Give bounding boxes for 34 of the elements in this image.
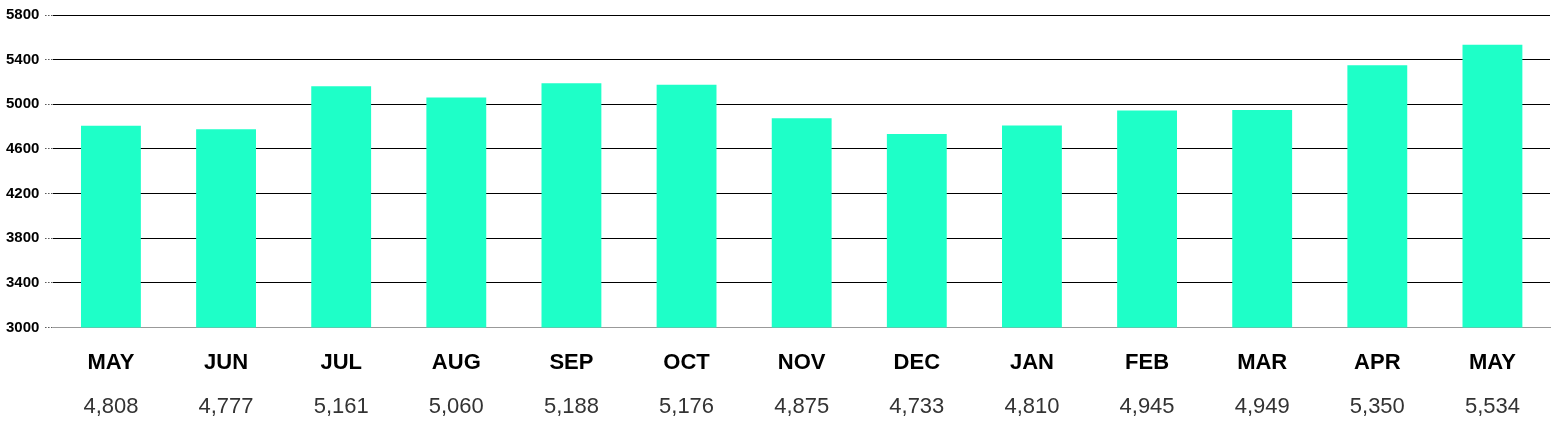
x-tick-label: SEP [549, 348, 594, 374]
y-tick-label: 5800 [5, 5, 40, 23]
data-label: 4,945 [1119, 393, 1175, 419]
y-tick-label: 5400 [5, 49, 40, 67]
data-label: 5,060 [428, 393, 484, 419]
y-tick-label: 4200 [5, 183, 40, 201]
data-label: 5,176 [659, 393, 715, 419]
y-tick-label: 4600 [5, 139, 40, 157]
x-tick-label: JUL [320, 348, 362, 374]
y-tick-label: 3400 [5, 273, 40, 291]
x-tick-label: JAN [1009, 348, 1054, 374]
data-label: 5,350 [1349, 393, 1405, 419]
x-tick-label: FEB [1125, 348, 1170, 374]
data-label: 5,534 [1464, 393, 1520, 419]
x-tick-label: MAR [1237, 348, 1288, 374]
x-tick-label: OCT [663, 348, 711, 374]
data-label: 4,777 [198, 393, 254, 419]
data-label: 4,808 [83, 393, 139, 419]
x-tick-label: MAY [1469, 348, 1517, 374]
x-tick-label: APR [1354, 348, 1401, 374]
x-tick-label: DEC [893, 348, 941, 374]
data-label: 4,733 [889, 393, 945, 419]
x-tick-label: JUN [204, 348, 249, 374]
data-label: 5,188 [543, 393, 599, 419]
x-tick-label: AUG [431, 348, 481, 374]
x-tick-label: NOV [777, 348, 826, 374]
x-tick-label: MAY [87, 348, 135, 374]
y-tick-label: 3800 [5, 228, 40, 246]
data-label: 4,949 [1234, 393, 1290, 419]
y-tick-label: 5000 [5, 94, 40, 112]
data-label: 4,875 [774, 393, 830, 419]
y-tick-label: 3000 [5, 317, 40, 335]
data-label: 5,161 [313, 393, 369, 419]
data-label: 4,810 [1004, 393, 1060, 419]
